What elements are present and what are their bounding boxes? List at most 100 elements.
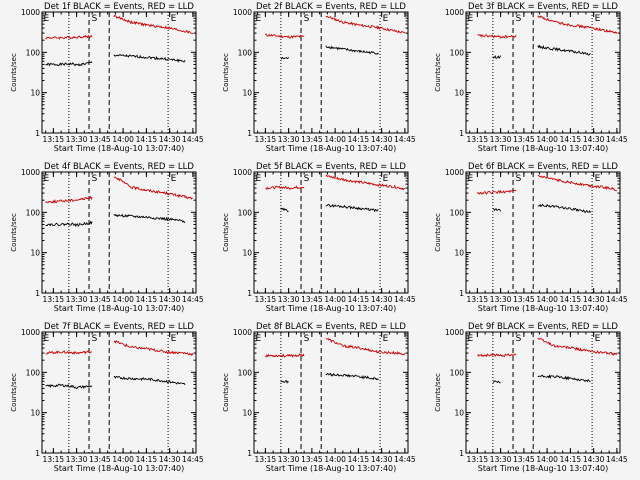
plot-frame xyxy=(41,171,197,294)
x-tick-label: 14:00 xyxy=(112,295,134,304)
x-tick-label: 14:45 xyxy=(606,295,628,304)
y-tick-label: 1 xyxy=(459,449,464,458)
y-tick-label: 1000 xyxy=(445,8,464,17)
x-tick-label: 14:30 xyxy=(371,455,393,464)
x-tick-label: 13:45 xyxy=(513,135,535,144)
x-tick-label: 13:30 xyxy=(278,455,300,464)
events-series-line xyxy=(537,374,591,383)
lld-series-line xyxy=(537,175,618,192)
panel-title: Det 6f BLACK = Events, RED = LLD xyxy=(468,162,618,172)
x-tick-label: 13:45 xyxy=(301,295,323,304)
y-tick-label: 100 xyxy=(450,368,465,377)
y-tick-label: 1000 xyxy=(21,168,40,177)
plot-frame xyxy=(465,171,621,294)
lld-series-line xyxy=(265,353,305,358)
lld-series-line xyxy=(113,176,194,200)
y-tick-label: 1000 xyxy=(445,328,464,337)
y-tick-label: 10 xyxy=(454,409,464,418)
event-marker-label: E xyxy=(383,334,389,344)
x-tick-label: 13:30 xyxy=(490,455,512,464)
lld-series-line xyxy=(265,33,305,39)
y-axis-title: Counts/sec xyxy=(434,53,442,92)
x-tick-label: 14:30 xyxy=(583,295,605,304)
panel-title: Det 1f BLACK = Events, RED = LLD xyxy=(44,2,194,12)
x-tick-label: 14:30 xyxy=(159,135,181,144)
x-tick-label: 13:30 xyxy=(490,295,512,304)
panel-title: Det 2f BLACK = Events, RED = LLD xyxy=(256,2,406,12)
plot-frame xyxy=(465,11,621,134)
events-series-line xyxy=(113,376,186,386)
lld-series-line xyxy=(477,33,517,39)
events-series-line xyxy=(280,56,289,60)
panel-title: Det 7f BLACK = Events, RED = LLD xyxy=(44,322,194,332)
event-marker-label: S xyxy=(304,14,310,24)
y-axis-title: Counts/sec xyxy=(10,213,18,252)
y-tick-label: 100 xyxy=(26,48,41,57)
x-tick-label: 14:45 xyxy=(394,455,416,464)
lld-series-line xyxy=(45,34,93,40)
x-tick-label: 14:45 xyxy=(182,295,204,304)
x-tick-label: 14:15 xyxy=(348,295,370,304)
event-marker-label: E xyxy=(468,334,474,344)
panel-title: Det 5f BLACK = Events, RED = LLD xyxy=(256,162,406,172)
x-tick-label: 13:45 xyxy=(513,455,535,464)
y-axis-title: Counts/sec xyxy=(222,53,230,92)
y-tick-label: 10 xyxy=(30,249,40,258)
event-marker-label: E xyxy=(171,334,177,344)
event-marker-label: S xyxy=(304,334,310,344)
event-marker-label: S xyxy=(92,174,98,184)
x-tick-label: 14:00 xyxy=(536,455,558,464)
y-tick-label: 1 xyxy=(247,289,252,298)
plot-frame xyxy=(253,171,409,294)
x-tick-label: 13:45 xyxy=(513,295,535,304)
event-marker-label: E xyxy=(383,174,389,184)
x-tick-label: 14:15 xyxy=(136,295,158,304)
x-tick-label: 13:45 xyxy=(89,295,111,304)
events-series-line xyxy=(492,380,501,384)
y-tick-label: 1 xyxy=(459,289,464,298)
lld-series-line xyxy=(45,195,93,204)
x-tick-label: 14:00 xyxy=(112,135,134,144)
events-series-line xyxy=(113,213,186,223)
lld-series-line xyxy=(477,353,517,358)
x-tick-label: 14:45 xyxy=(182,455,204,464)
x-tick-label: 13:30 xyxy=(278,295,300,304)
lld-series-line xyxy=(113,14,194,35)
plot-frame xyxy=(465,331,621,454)
y-tick-label: 10 xyxy=(30,89,40,98)
x-tick-label: 14:00 xyxy=(536,295,558,304)
event-marker-label: E xyxy=(171,14,177,24)
lld-series-line xyxy=(537,15,618,34)
events-series-line xyxy=(537,203,591,214)
events-series-line xyxy=(45,383,93,390)
event-marker-label: E xyxy=(383,14,389,24)
x-axis-title: Start Time (18-Aug-10 13:07:40) xyxy=(266,144,397,153)
detector-panel-9: Det 9f BLACK = Events, RED = LLD 1 10 100 10… xyxy=(434,322,628,473)
x-tick-label: 13:45 xyxy=(301,455,323,464)
x-axis-title: Start Time (18-Aug-10 13:07:40) xyxy=(54,144,185,153)
plot-frame xyxy=(41,11,197,134)
x-tick-label: 13:15 xyxy=(467,455,489,464)
plot-frame xyxy=(253,11,409,134)
event-marker-label: S xyxy=(516,14,522,24)
event-marker-label: E xyxy=(256,174,262,184)
event-marker-label: S xyxy=(92,334,98,344)
x-tick-label: 14:15 xyxy=(560,135,582,144)
lld-series-line xyxy=(325,174,405,191)
x-tick-label: 13:15 xyxy=(43,135,65,144)
y-tick-label: 100 xyxy=(238,48,253,57)
x-tick-label: 13:45 xyxy=(301,135,323,144)
x-tick-label: 14:00 xyxy=(324,135,346,144)
y-tick-label: 10 xyxy=(454,89,464,98)
event-marker-label: E xyxy=(256,14,262,24)
y-tick-label: 1000 xyxy=(21,328,40,337)
x-tick-label: 13:15 xyxy=(43,455,65,464)
x-tick-label: 13:15 xyxy=(467,295,489,304)
y-axis-title: Counts/sec xyxy=(434,373,442,412)
x-tick-label: 14:30 xyxy=(583,455,605,464)
x-tick-label: 13:15 xyxy=(255,295,277,304)
x-tick-label: 13:30 xyxy=(66,455,88,464)
detector-panel-6: Det 6f BLACK = Events, RED = LLD 1 10 100 10… xyxy=(434,162,628,313)
x-tick-label: 13:15 xyxy=(467,135,489,144)
plot-frame xyxy=(41,331,197,454)
